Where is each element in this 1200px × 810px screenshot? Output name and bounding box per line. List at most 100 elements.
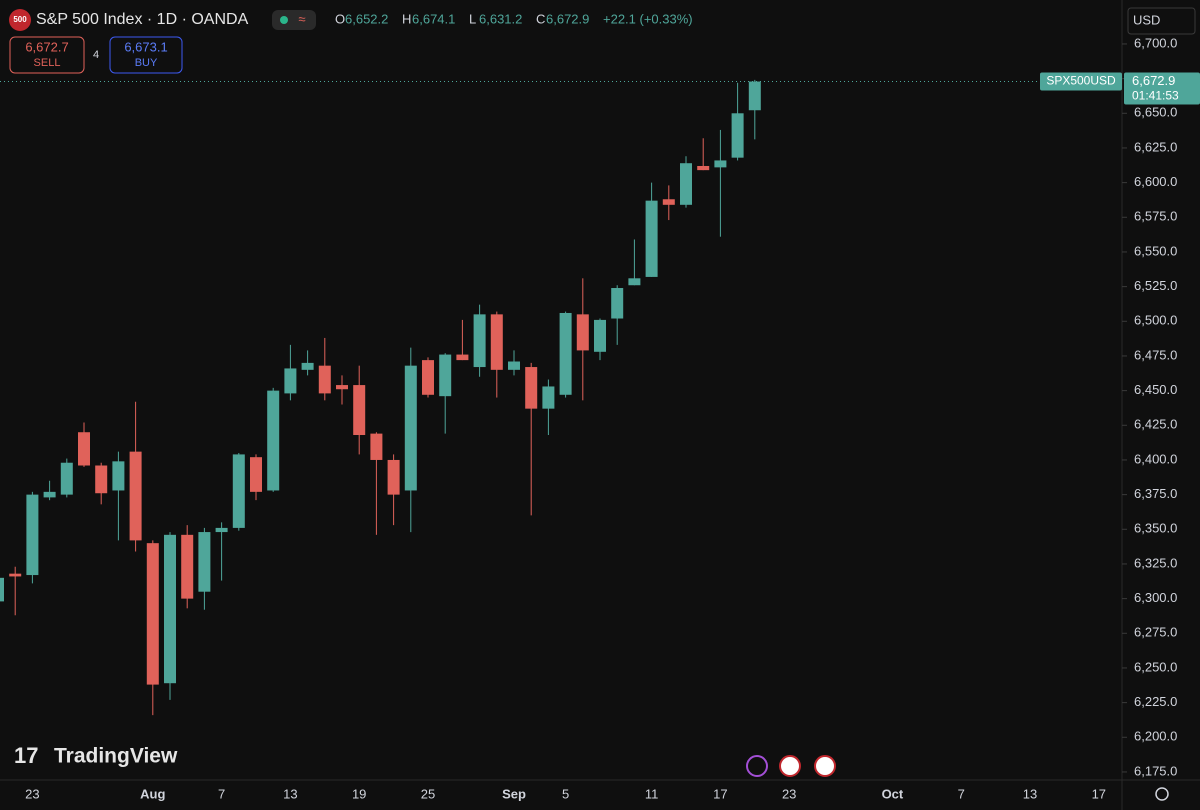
y-tick-label: 6,500.0 xyxy=(1134,313,1177,328)
status-icon: ≈ xyxy=(298,11,305,26)
event-icon[interactable] xyxy=(746,755,768,777)
candle-body xyxy=(508,361,520,370)
last-price-bg xyxy=(1124,72,1200,105)
currency: USD xyxy=(1133,12,1160,27)
candle-body xyxy=(318,365,331,394)
y-tick-label: 6,475.0 xyxy=(1134,347,1177,362)
candle-body xyxy=(542,386,555,409)
candle-body xyxy=(336,385,348,390)
ohlc-value: 6,631.2 xyxy=(479,11,522,26)
buy-button[interactable] xyxy=(109,36,183,74)
y-tick-label: 6,300.0 xyxy=(1134,590,1177,605)
symbol-tag: SPX500USD xyxy=(1046,74,1116,88)
candle-body xyxy=(594,319,606,352)
x-tick-label: 7 xyxy=(958,786,965,801)
ohlc-legend: O 6,652.2 H 6,674.1 L 6,631.2 C 6,672.9 xyxy=(335,11,589,26)
candle-body xyxy=(748,81,761,111)
x-tick-label: 19 xyxy=(352,786,366,801)
candle-body xyxy=(731,113,744,158)
candle-body xyxy=(387,459,400,495)
y-tick-label: 6,575.0 xyxy=(1134,209,1177,224)
x-tick-label: 17 xyxy=(1092,786,1106,801)
x-tick-label: Aug xyxy=(140,786,165,801)
symbol-tag-bg xyxy=(1040,72,1122,91)
x-tick-label: Sep xyxy=(502,786,526,801)
candle-body xyxy=(611,288,624,319)
candle-body xyxy=(112,461,125,491)
ohlc-key: H xyxy=(402,11,411,26)
x-tick-label: Oct xyxy=(882,786,904,801)
candle-body xyxy=(95,465,108,494)
x-tick-label: 5 xyxy=(562,786,569,801)
y-tick-label: 6,700.0 xyxy=(1134,35,1177,50)
status-dot xyxy=(280,16,288,24)
candle-body xyxy=(26,494,39,576)
candle-body xyxy=(422,360,434,395)
brand: TradingView xyxy=(54,745,178,768)
candle-body xyxy=(576,314,589,351)
sell-label: SELL xyxy=(34,57,61,69)
countdown: 01:41:53 xyxy=(1132,89,1179,103)
candle-body xyxy=(164,534,176,684)
logo-text: 500 xyxy=(13,15,27,24)
candle-body xyxy=(628,278,641,286)
y-tick-label: 6,550.0 xyxy=(1134,243,1177,258)
candle-body xyxy=(370,433,383,460)
y-tick-label: 6,625.0 xyxy=(1134,139,1177,154)
event-icon[interactable] xyxy=(779,755,801,777)
candle-body xyxy=(250,457,262,492)
candle-body xyxy=(78,432,90,466)
y-tick-label: 6,325.0 xyxy=(1134,555,1177,570)
event-icon[interactable] xyxy=(814,755,836,777)
candle-body xyxy=(662,199,675,205)
currency-select[interactable] xyxy=(1127,7,1196,35)
x-tick-label: 13 xyxy=(1023,786,1037,801)
ohlc-key: O xyxy=(335,11,345,26)
candle-body xyxy=(60,462,73,495)
ohlc-value: 6,652.2 xyxy=(345,11,388,26)
settings-icon[interactable] xyxy=(1155,787,1169,801)
x-tick-label: 25 xyxy=(421,786,435,801)
ohlc-value: 6,672.9 xyxy=(546,11,589,26)
y-tick-label: 6,450.0 xyxy=(1134,382,1177,397)
candle-body xyxy=(43,491,56,498)
x-tick-label: 7 xyxy=(218,786,225,801)
candle-body xyxy=(525,367,538,409)
candle-body xyxy=(267,390,280,491)
candle-body xyxy=(439,354,452,397)
candle-body xyxy=(232,454,245,528)
candle-body xyxy=(181,534,194,599)
sell-price: 6,672.7 xyxy=(25,39,68,54)
spread: 4 xyxy=(93,49,99,61)
candle-body xyxy=(697,165,710,171)
y-tick-label: 6,175.0 xyxy=(1134,763,1177,778)
y-tick-label: 6,525.0 xyxy=(1134,278,1177,293)
candle-body xyxy=(559,312,572,395)
y-tick-label: 6,275.0 xyxy=(1134,625,1177,640)
brand-mark: 17 xyxy=(14,743,38,768)
x-tick-label: 13 xyxy=(283,786,297,801)
y-tick-label: 6,400.0 xyxy=(1134,451,1177,466)
y-tick-label: 6,350.0 xyxy=(1134,521,1177,536)
y-tick-label: 6,200.0 xyxy=(1134,729,1177,744)
status-pill[interactable] xyxy=(272,10,316,30)
candle-body xyxy=(490,314,503,370)
plot xyxy=(0,79,1122,716)
buy-price: 6,673.1 xyxy=(124,39,167,54)
candle-body xyxy=(456,354,469,361)
candle-body xyxy=(284,368,297,394)
candle-body xyxy=(714,160,727,168)
candle-body xyxy=(404,365,417,491)
ohlc-key: C xyxy=(536,11,545,26)
sell-button[interactable] xyxy=(9,36,85,74)
ohlc-value: 6,674.1 xyxy=(412,11,455,26)
candle-body xyxy=(0,577,4,602)
symbol-title[interactable]: S&P 500 Index · 1D · OANDA xyxy=(36,11,249,28)
y-tick-label: 6,225.0 xyxy=(1134,694,1177,709)
change: +22.1 (+0.33%) xyxy=(603,11,693,26)
x-tick-label: 23 xyxy=(25,786,39,801)
buy-label: BUY xyxy=(135,57,158,69)
candle-body xyxy=(146,543,159,685)
